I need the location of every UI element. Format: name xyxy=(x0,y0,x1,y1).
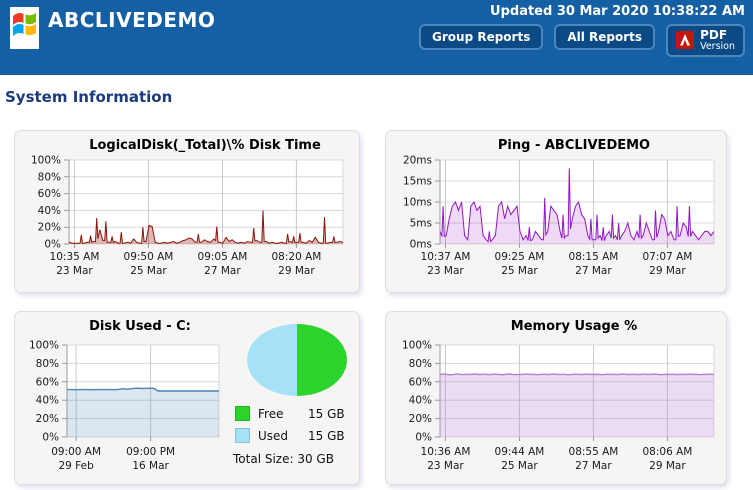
svg-text:23 Mar: 23 Mar xyxy=(56,265,93,277)
chart-title-disk-used: Disk Used - C: xyxy=(89,319,191,334)
svg-text:0%: 0% xyxy=(44,239,61,251)
panel-ping: Ping - ABCLIVEDEMO 0ms 5ms 10ms 15ms 20ms 10:… xyxy=(385,130,727,293)
pdf-icon xyxy=(676,31,695,50)
legend-value-used: 15 GB xyxy=(308,428,345,443)
svg-text:09:25 AM: 09:25 AM xyxy=(495,251,545,263)
panel-memory: Memory Usage % 0% 20% 40% 60% 80% 100% 10:36 A… xyxy=(385,311,727,485)
total-size-label: Total Size: 30 GB xyxy=(233,452,334,466)
legend-row-used: Used 15 GB xyxy=(235,428,345,443)
legend-swatch-used xyxy=(235,428,250,443)
svg-text:5ms: 5ms xyxy=(410,218,432,230)
panel-disk-time: LogicalDisk(_Total)\% Disk Time 0% 20% 40%… xyxy=(14,130,360,293)
svg-text:07:07 AM: 07:07 AM xyxy=(642,251,692,263)
disk-pie-chart xyxy=(247,324,347,396)
chart-title-memory: Memory Usage % xyxy=(510,319,638,334)
svg-text:29 Feb: 29 Feb xyxy=(58,460,94,472)
svg-text:15ms: 15ms xyxy=(403,176,432,188)
pie-legend: Free 15 GB Used 15 GB xyxy=(235,406,345,443)
page-title: ABCLIVEDEMO xyxy=(48,8,216,32)
svg-text:10:37 AM: 10:37 AM xyxy=(421,251,471,263)
legend-row-free: Free 15 GB xyxy=(235,406,345,421)
ping-chart: 0ms 5ms 10ms 15ms 20ms 10:37 AM 23 Mar 09:25 AM… xyxy=(403,155,715,277)
svg-text:60%: 60% xyxy=(36,376,59,388)
disk-pie-block: Free 15 GB Used 15 GB Total Size: 30 GB xyxy=(231,312,359,484)
svg-text:16 Mar: 16 Mar xyxy=(132,460,169,472)
svg-text:29 Mar: 29 Mar xyxy=(649,460,686,472)
svg-text:20%: 20% xyxy=(409,413,432,425)
pdf-button-label: PDF xyxy=(700,28,728,42)
all-reports-button[interactable]: All Reports xyxy=(554,24,656,50)
panel-disk-used: Disk Used - C: 0% 20% 40% 60% 80% 100% 09:00 A… xyxy=(14,311,360,485)
pie-slice-used xyxy=(247,324,297,396)
pie-slice-free xyxy=(297,324,347,396)
svg-text:27 Mar: 27 Mar xyxy=(204,265,241,277)
svg-text:09:00 PM: 09:00 PM xyxy=(126,446,175,458)
svg-text:10:35 AM: 10:35 AM xyxy=(50,251,100,263)
svg-text:100%: 100% xyxy=(402,340,432,352)
svg-text:0%: 0% xyxy=(42,432,59,444)
svg-text:80%: 80% xyxy=(409,358,432,370)
svg-text:09:44 AM: 09:44 AM xyxy=(495,446,545,458)
svg-text:80%: 80% xyxy=(38,171,61,183)
svg-text:40%: 40% xyxy=(38,205,61,217)
svg-text:100%: 100% xyxy=(29,340,59,352)
pdf-version-button[interactable]: PDF Version xyxy=(666,24,745,57)
svg-text:09:05 AM: 09:05 AM xyxy=(198,251,248,263)
windows-logo xyxy=(10,7,39,49)
svg-text:25 Mar: 25 Mar xyxy=(130,265,167,277)
memory-chart: 0% 20% 40% 60% 80% 100% 10:36 AM 23 Mar 09:44 AM… xyxy=(402,340,715,472)
section-title: System Information xyxy=(5,88,173,106)
svg-text:29 Mar: 29 Mar xyxy=(278,265,315,277)
updated-timestamp: Updated 30 Mar 2020 10:38:22 AM xyxy=(490,4,745,19)
header-bar: ABCLIVEDEMO Updated 30 Mar 2020 10:38:22… xyxy=(0,0,753,75)
svg-text:29 Mar: 29 Mar xyxy=(649,265,686,277)
svg-text:60%: 60% xyxy=(38,188,61,200)
legend-value-free: 15 GB xyxy=(308,406,345,421)
svg-text:09:50 AM: 09:50 AM xyxy=(124,251,174,263)
svg-text:80%: 80% xyxy=(36,358,59,370)
svg-text:08:06 AM: 08:06 AM xyxy=(642,446,692,458)
svg-text:08:55 AM: 08:55 AM xyxy=(569,446,619,458)
svg-text:0ms: 0ms xyxy=(410,239,432,251)
svg-text:25 Mar: 25 Mar xyxy=(501,265,538,277)
svg-text:0%: 0% xyxy=(415,432,432,444)
svg-text:20%: 20% xyxy=(36,413,59,425)
legend-label-free: Free xyxy=(258,406,284,421)
group-reports-button[interactable]: Group Reports xyxy=(419,24,544,50)
svg-text:08:15 AM: 08:15 AM xyxy=(569,251,619,263)
svg-text:40%: 40% xyxy=(36,395,59,407)
svg-text:25 Mar: 25 Mar xyxy=(501,460,538,472)
svg-text:27 Mar: 27 Mar xyxy=(575,265,612,277)
svg-text:40%: 40% xyxy=(409,395,432,407)
chart-title-disk-time: LogicalDisk(_Total)\% Disk Time xyxy=(89,138,321,153)
svg-text:08:20 AM: 08:20 AM xyxy=(271,251,321,263)
svg-text:20%: 20% xyxy=(38,222,61,234)
svg-text:10ms: 10ms xyxy=(403,197,432,209)
legend-swatch-free xyxy=(235,406,250,421)
svg-text:27 Mar: 27 Mar xyxy=(575,460,612,472)
windows-flag-icon xyxy=(13,13,36,36)
header-buttons: Group Reports All Reports PDF Version xyxy=(419,24,745,57)
svg-text:09:00 AM: 09:00 AM xyxy=(51,446,101,458)
svg-text:23 Mar: 23 Mar xyxy=(427,460,464,472)
legend-label-used: Used xyxy=(258,428,289,443)
disk-time-chart: 0% 20% 40% 60% 80% 100% 10:35 AM 23 Mar 09:50 AM… xyxy=(31,155,344,277)
svg-text:20ms: 20ms xyxy=(403,155,432,167)
disk-used-chart: 0% 20% 40% 60% 80% 100% 09:00 AM 29 Feb 09:00 PM… xyxy=(29,340,220,472)
svg-text:60%: 60% xyxy=(409,376,432,388)
pdf-button-sublabel: Version xyxy=(700,40,735,52)
charts-grid: LogicalDisk(_Total)\% Disk Time 0% 20% 40%… xyxy=(14,130,727,485)
chart-title-ping: Ping - ABCLIVEDEMO xyxy=(497,138,651,153)
svg-text:10:36 AM: 10:36 AM xyxy=(421,446,471,458)
svg-text:23 Mar: 23 Mar xyxy=(427,265,464,277)
svg-text:100%: 100% xyxy=(31,155,61,167)
